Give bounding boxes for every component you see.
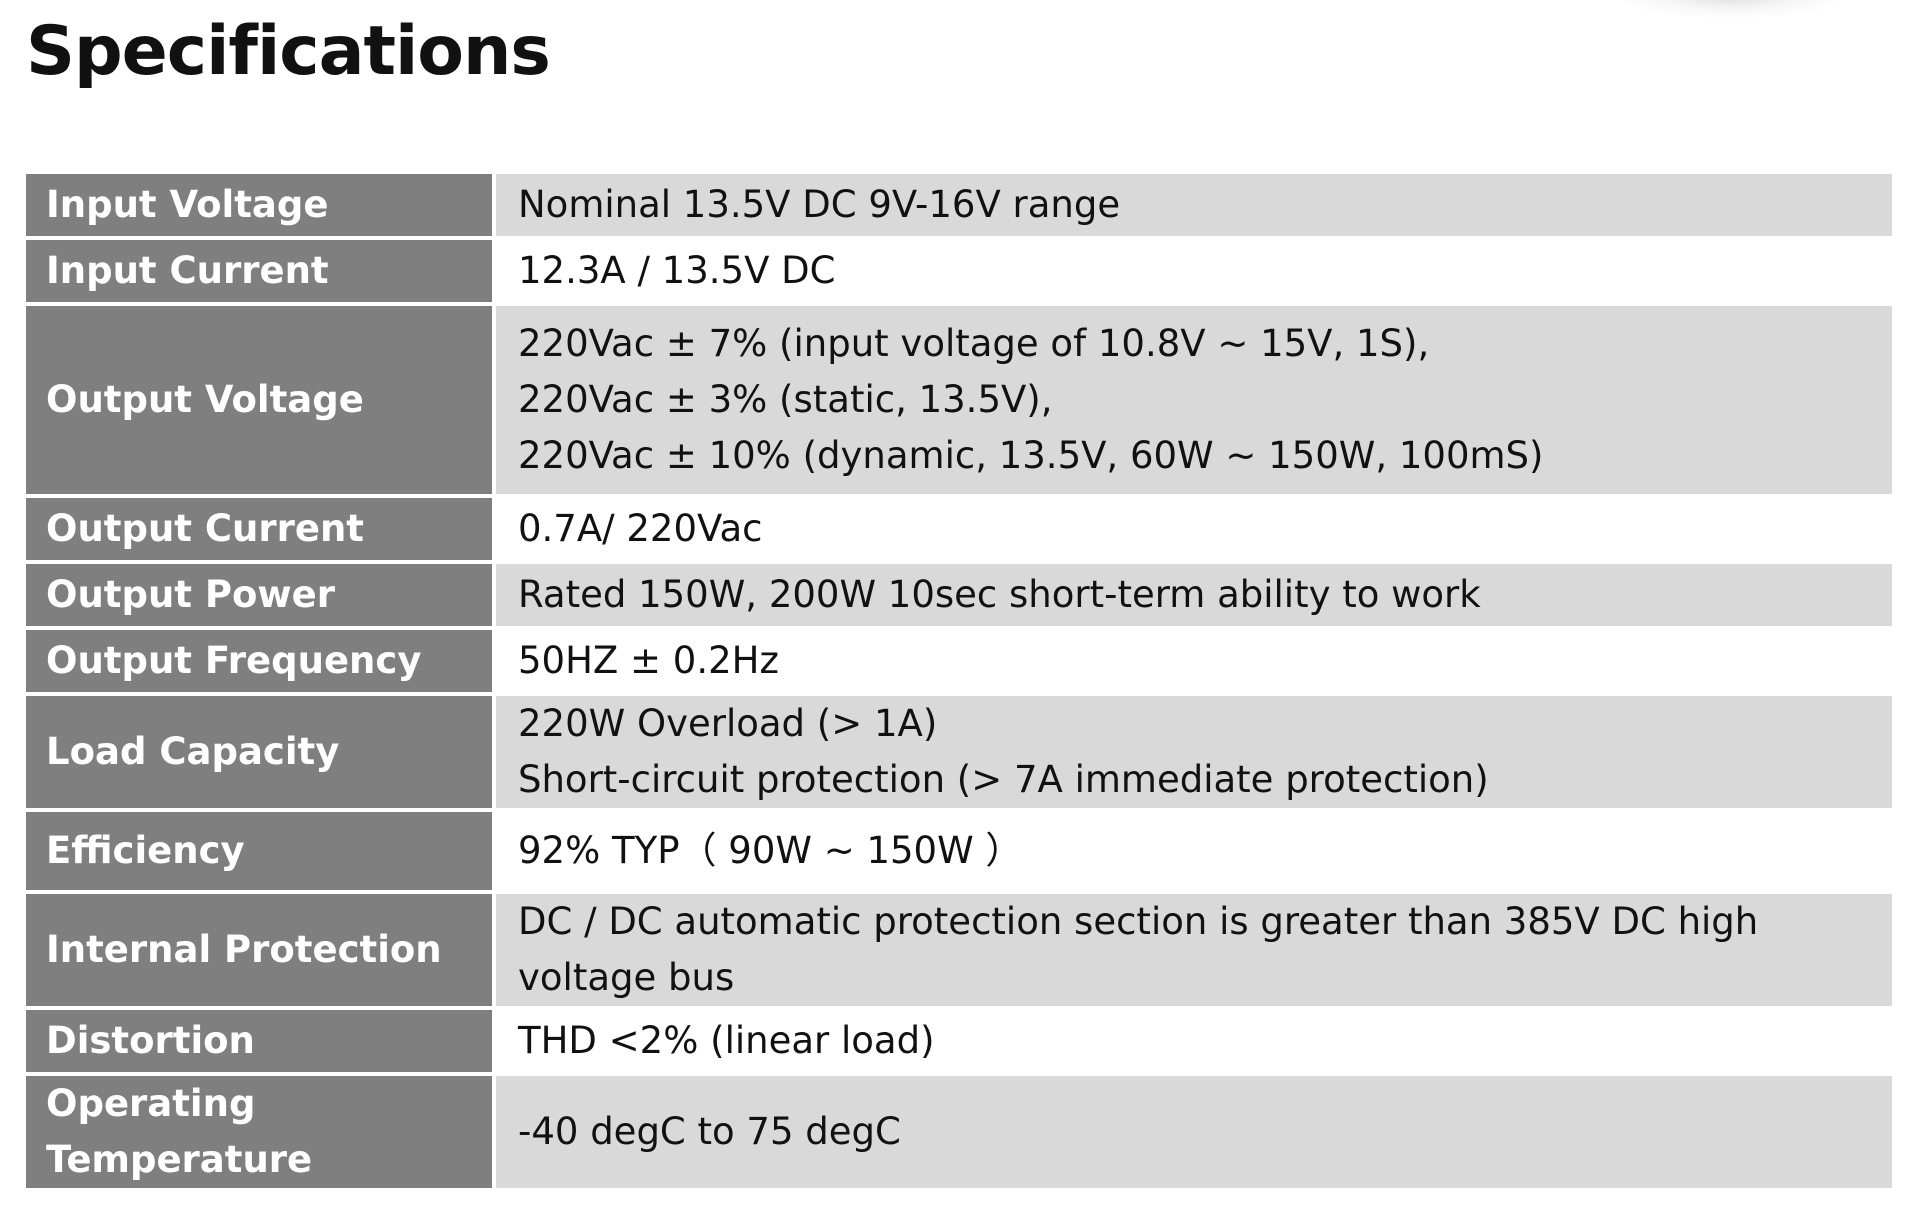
spec-label: Load Capacity xyxy=(26,696,496,812)
spec-row-output-current: Output Current 0.7A/ 220Vac xyxy=(26,498,1892,564)
spec-value-line: 50HZ ± 0.2Hz xyxy=(518,639,779,682)
page-title: Specifications xyxy=(26,12,551,91)
spec-value: -40 degC to 75 degC xyxy=(496,1076,1892,1192)
spec-row-output-voltage: Output Voltage 220Vac ± 7% (input voltag… xyxy=(26,306,1892,498)
spec-row-output-power: Output Power Rated 150W, 200W 10sec shor… xyxy=(26,564,1892,630)
spec-value-line: 220Vac ± 3% (static, 13.5V), xyxy=(518,378,1053,421)
spec-value-line: -40 degC to 75 degC xyxy=(518,1110,901,1153)
spec-label: Output Current xyxy=(26,498,496,564)
spec-value: 0.7A/ 220Vac xyxy=(496,498,1892,564)
spec-row-internal-protection: Internal Protection DC / DC automatic pr… xyxy=(26,894,1892,1010)
spec-label: Output Power xyxy=(26,564,496,630)
spec-label: Input Voltage xyxy=(26,174,496,240)
spec-label: Operating Temperature xyxy=(26,1076,496,1192)
spec-value: DC / DC automatic protection section is … xyxy=(496,894,1892,1010)
spec-value: Rated 150W, 200W 10sec short-term abilit… xyxy=(496,564,1892,630)
spec-value-line: 220W Overload (> 1A) xyxy=(518,702,938,745)
spec-value-line: DC / DC automatic protection section is … xyxy=(518,900,1759,999)
spec-label: Internal Protection xyxy=(26,894,496,1010)
spec-label: Input Current xyxy=(26,240,496,306)
spec-value: 220W Overload (> 1A) Short-circuit prote… xyxy=(496,696,1892,812)
spec-row-distortion: Distortion THD <2% (linear load) xyxy=(26,1010,1892,1076)
spec-row-operating-temperature: Operating Temperature -40 degC to 75 deg… xyxy=(26,1076,1892,1192)
spec-label: Distortion xyxy=(26,1010,496,1076)
spec-value-line: Short-circuit protection (> 7A immediate… xyxy=(518,758,1489,801)
spec-value: 92% TYP（ 90W ~ 150W ） xyxy=(496,812,1892,894)
spec-row-load-capacity: Load Capacity 220W Overload (> 1A) Short… xyxy=(26,696,1892,812)
spec-value: 50HZ ± 0.2Hz xyxy=(496,630,1892,696)
spec-value-line: 92% TYP（ 90W ~ 150W ） xyxy=(518,829,1023,872)
spec-value: Nominal 13.5V DC 9V-16V range xyxy=(496,174,1892,240)
spec-label: Efficiency xyxy=(26,812,496,894)
spec-row-input-current: Input Current 12.3A / 13.5V DC xyxy=(26,240,1892,306)
spec-value: THD <2% (linear load) xyxy=(496,1010,1892,1076)
spec-label: Output Frequency xyxy=(26,630,496,696)
spec-value: 12.3A / 13.5V DC xyxy=(496,240,1892,306)
spec-value-line: 12.3A / 13.5V DC xyxy=(518,249,836,292)
spec-value-line: Rated 150W, 200W 10sec short-term abilit… xyxy=(518,573,1481,616)
specifications-table: Input Voltage Nominal 13.5V DC 9V-16V ra… xyxy=(26,174,1892,1192)
spec-value-line: 220Vac ± 7% (input voltage of 10.8V ~ 15… xyxy=(518,322,1430,365)
spec-row-output-frequency: Output Frequency 50HZ ± 0.2Hz xyxy=(26,630,1892,696)
spec-label: Output Voltage xyxy=(26,306,496,498)
spec-value-line: THD <2% (linear load) xyxy=(518,1019,935,1062)
decorative-product-shadow xyxy=(1616,0,1846,18)
spec-row-input-voltage: Input Voltage Nominal 13.5V DC 9V-16V ra… xyxy=(26,174,1892,240)
spec-value-line: 220Vac ± 10% (dynamic, 13.5V, 60W ~ 150W… xyxy=(518,434,1544,477)
spec-value-line: Nominal 13.5V DC 9V-16V range xyxy=(518,183,1121,226)
spec-value: 220Vac ± 7% (input voltage of 10.8V ~ 15… xyxy=(496,306,1892,498)
spec-value-line: 0.7A/ 220Vac xyxy=(518,507,763,550)
spec-row-efficiency: Efficiency 92% TYP（ 90W ~ 150W ） xyxy=(26,812,1892,894)
